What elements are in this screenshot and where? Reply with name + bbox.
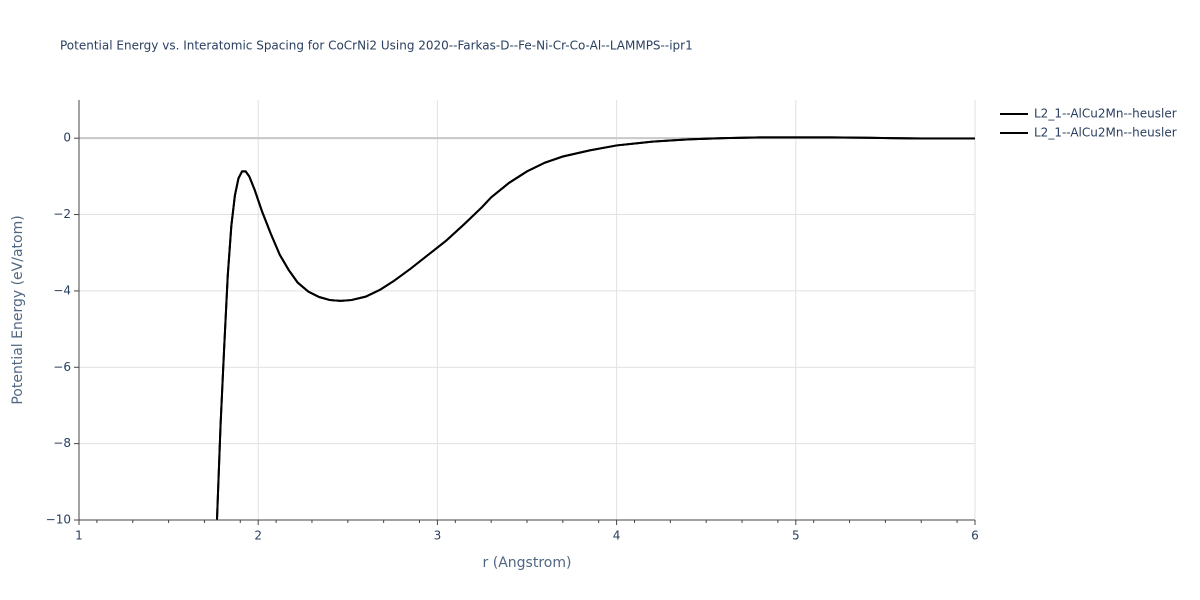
y-tick-label: −2 [53, 207, 71, 221]
x-tick-label: 6 [971, 529, 979, 543]
series-line [215, 136, 975, 520]
y-tick-label: 0 [63, 131, 71, 145]
y-tick-label: −10 [46, 513, 71, 527]
x-axis-title: r (Angstrom) [483, 555, 572, 571]
y-tick-label: −6 [53, 360, 71, 374]
legend-label: L2_1--AlCu2Mn--heusler [1034, 126, 1177, 140]
legend: L2_1--AlCu2Mn--heusler L2_1--AlCu2Mn--heu… [1000, 107, 1177, 140]
y-tick-label: −4 [53, 283, 71, 297]
x-tick-label: 5 [792, 529, 800, 543]
x-tick-label: 3 [434, 529, 442, 543]
legend-label: L2_1--AlCu2Mn--heusler [1034, 107, 1177, 121]
chart-title: Potential Energy vs. Interatomic Spacing… [60, 39, 693, 53]
y-tick-label: −8 [53, 436, 71, 450]
x-tick-label: 1 [75, 529, 83, 543]
x-tick-label: 4 [613, 529, 621, 543]
x-tick-label: 2 [254, 529, 262, 543]
y-axis-title: Potential Energy (eV/atom) [10, 215, 26, 404]
axes: 1 2 3 4 5 6 −10 −8 −6 −4 −2 0 [46, 100, 979, 543]
grid [78, 100, 976, 521]
series-line [215, 136, 975, 520]
plot-area [215, 136, 975, 520]
